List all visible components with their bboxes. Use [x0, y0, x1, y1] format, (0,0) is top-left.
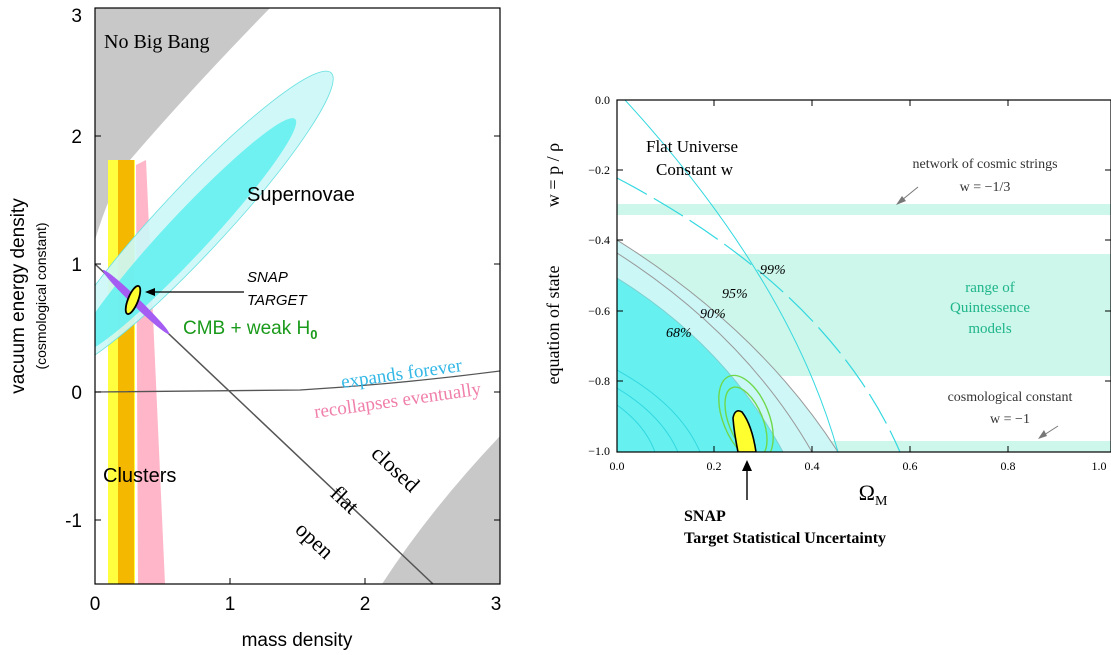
flat-universe-title: Flat Universe: [646, 137, 738, 156]
no-big-bang-region: [95, 8, 270, 240]
contour-90-line: [617, 252, 813, 452]
right-x-axis-label: ΩM: [859, 480, 888, 509]
left-plot-frame: [94, 7, 501, 585]
omega-subscript: M: [875, 494, 888, 509]
left-y-tick-0: 0: [71, 383, 82, 404]
left-x-tick-0: 0: [90, 594, 101, 615]
contour-68-label: 68%: [666, 326, 692, 341]
right-x-tick-0: 0.0: [610, 459, 625, 473]
cosmological-constant-label-line1: cosmological constant: [948, 390, 1073, 405]
quintessence-label-line1: range of: [965, 280, 1015, 296]
snap-target-label-line2: TARGET: [247, 292, 309, 309]
expand-recollapse-boundary: [95, 370, 500, 393]
clusters-inner-band: [118, 160, 134, 584]
right-y-axis-label-left: equation of state: [543, 266, 563, 385]
left-y-axis-label: vacuum energy density: [8, 198, 29, 394]
contour-95-line: [617, 239, 839, 452]
cosmological-constant-arrow: [1038, 425, 1059, 439]
quintessence-label-line2: Quintessence: [950, 300, 1030, 316]
right-y-tick-0: 0.0: [595, 93, 610, 107]
right-x-tick-5: 1.0: [1092, 459, 1107, 473]
right-y-tick-2: −0.4: [588, 233, 610, 247]
snap-uncertainty-label-line2: Target Statistical Uncertainty: [684, 530, 886, 547]
contour-90-label: 90%: [700, 307, 726, 322]
omega-symbol: Ω: [859, 480, 875, 505]
snap-target-label-line1: SNAP: [247, 269, 288, 286]
cmb-label-subscript: 0: [310, 327, 317, 342]
no-big-bang-label: No Big Bang: [104, 31, 210, 53]
cosmic-strings-band: [617, 204, 1111, 215]
right-y-tick-3: −0.6: [588, 304, 610, 318]
cosmological-constant-band: [617, 441, 1111, 452]
left-ticks: [95, 7, 500, 584]
right-y-axis-label-right: w = p / ρ: [543, 143, 563, 207]
right-y-tick-5: −1.0: [588, 444, 610, 458]
contour-inner-cyan-line-1: [617, 369, 701, 452]
snap-uncertainty-arrow: [742, 460, 752, 500]
right-y-tick-4: −0.8: [588, 374, 610, 388]
right-chart: 0.0 −0.2 −0.4 −0.6 −0.8 −1.0 0.0 0.2 0.4…: [543, 93, 1111, 547]
left-x-axis-label: mass density: [242, 630, 353, 651]
cosmic-strings-label-line1: network of cosmic strings: [912, 157, 1057, 172]
constant-w-title: Constant w: [656, 160, 734, 179]
contour-68-line: [617, 277, 784, 452]
left-chart: 3 2 1 0 -1 0 1 2 3 mass density vacuum e…: [8, 6, 501, 651]
left-y-tick-3: 3: [71, 6, 82, 27]
right-x-tick-3: 0.6: [903, 459, 918, 473]
left-y-tick-neg1: -1: [65, 511, 82, 532]
right-plot-frame: [616, 99, 1111, 453]
contour-95-label: 95%: [722, 287, 748, 302]
left-x-tick-2: 2: [360, 594, 371, 615]
right-x-tick-1: 0.2: [707, 459, 722, 473]
cosmic-strings-arrow: [896, 186, 919, 205]
supernovae-label: Supernovae: [247, 184, 355, 206]
quintessence-label-line3: models: [968, 321, 1011, 337]
snap-uncertainty-label-line1: SNAP: [684, 508, 726, 525]
snap-lime-outer: [718, 374, 774, 452]
contour-99-dashed-line: [617, 177, 901, 452]
snap-lime-inner: [724, 386, 768, 452]
contour-inner-cyan-line-2: [617, 387, 679, 452]
snap-target-contour-outer: [124, 285, 142, 315]
right-x-tick-2: 0.4: [805, 459, 820, 473]
left-y-axis-sublabel: (cosmological constant): [33, 222, 49, 369]
contour-99-label: 99%: [760, 263, 786, 278]
cmb-label-main: CMB + weak H: [183, 318, 310, 339]
cmb-weak-h0-label: CMB + weak H0: [183, 318, 317, 342]
right-x-tick-4: 0.8: [1001, 459, 1016, 473]
snap-target-arrow: [145, 288, 244, 296]
left-y-tick-2: 2: [71, 127, 82, 148]
clusters-label: Clusters: [103, 465, 176, 487]
left-x-tick-3: 3: [491, 594, 502, 615]
cosmological-constant-label-line2: w = −1: [990, 412, 1030, 427]
contour-68-region: [617, 278, 783, 452]
right-ticks: [617, 100, 1111, 452]
bottom-right-grey-region: [382, 436, 500, 584]
snap-target-region: [732, 410, 757, 452]
contour-inner-cyan-line-3: [617, 404, 656, 452]
right-y-tick-1: −0.2: [588, 163, 610, 177]
contour-outer-cyan-line: [624, 100, 839, 452]
left-y-tick-1: 1: [71, 255, 82, 276]
cosmic-strings-label-line2: w = −1/3: [960, 180, 1011, 195]
left-x-tick-1: 1: [225, 594, 236, 615]
